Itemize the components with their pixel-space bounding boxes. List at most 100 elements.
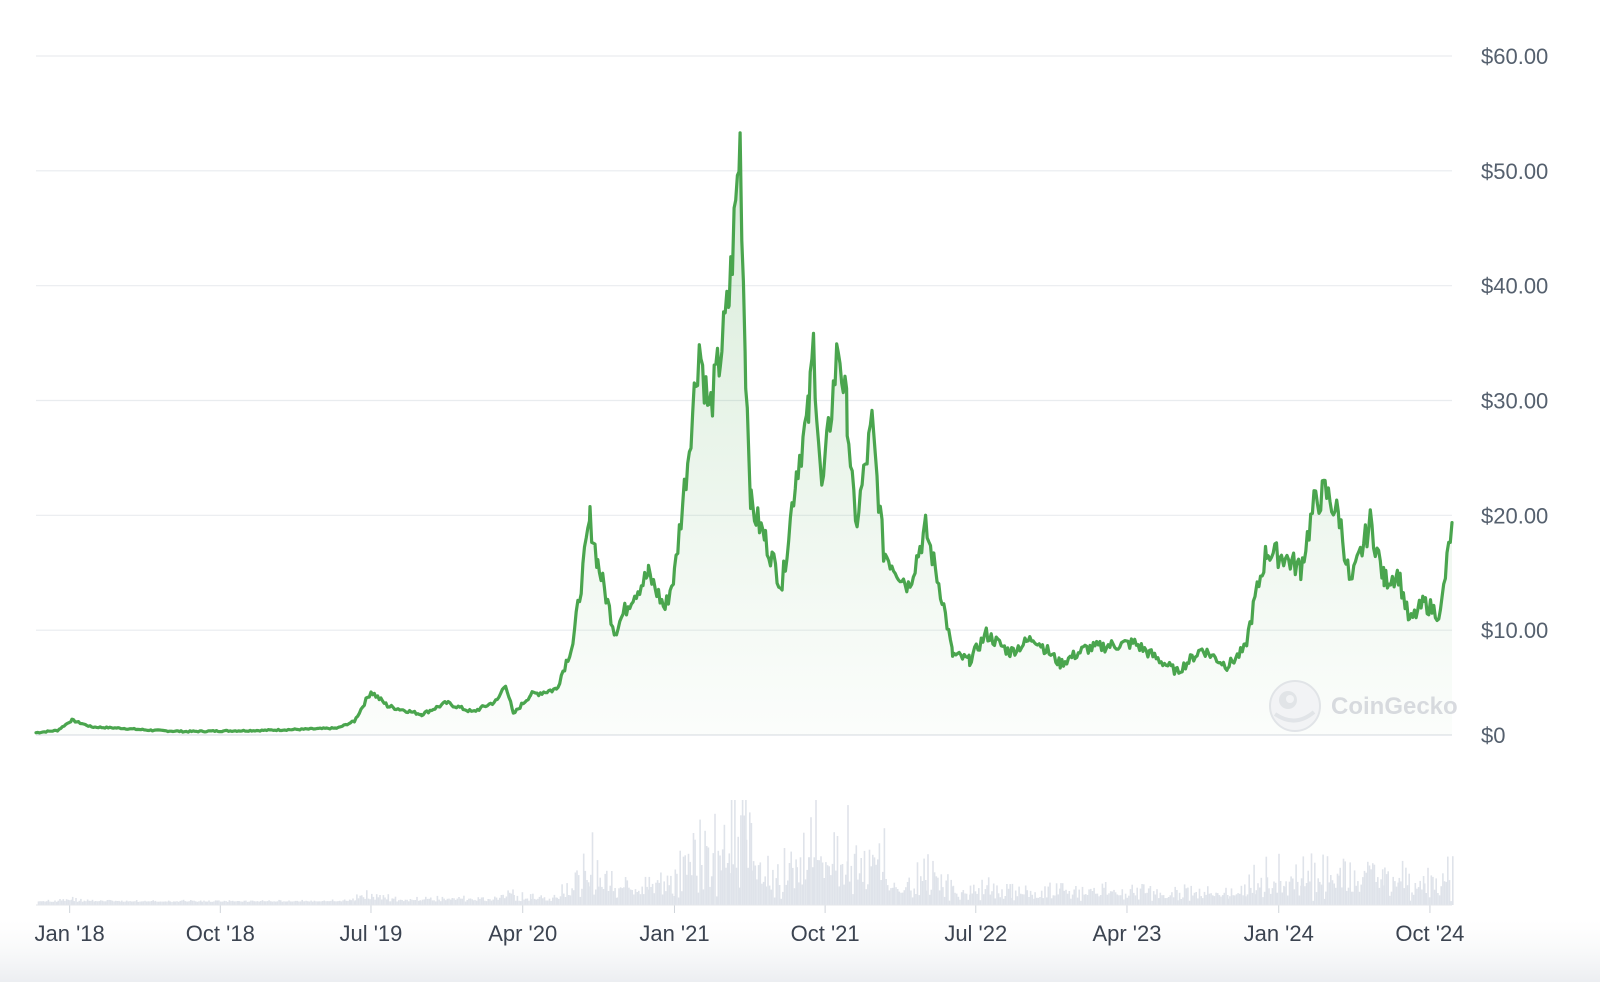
volume-bar xyxy=(699,819,701,905)
volume-bar xyxy=(986,885,988,905)
volume-bar xyxy=(660,872,662,905)
volume-bar xyxy=(616,897,619,905)
volume-bar xyxy=(830,875,832,905)
volume-bar xyxy=(1042,898,1045,905)
volume-bar xyxy=(957,896,960,905)
volume-bar xyxy=(1177,900,1179,905)
volume-bar xyxy=(382,895,385,905)
volume-bar xyxy=(468,898,470,905)
volume-bar xyxy=(289,901,292,905)
volume-bar xyxy=(266,901,269,905)
volume-bar xyxy=(584,870,587,905)
volume-bar xyxy=(1001,889,1003,905)
volume-bar xyxy=(1026,890,1029,905)
volume-bar xyxy=(553,894,556,905)
volume-bar xyxy=(1300,878,1303,905)
volume-bar xyxy=(70,899,73,905)
volume-bar xyxy=(847,805,849,905)
volume-bar xyxy=(1310,853,1313,905)
volume-bar xyxy=(1109,891,1112,905)
volume-bar xyxy=(407,901,410,905)
volume-bar xyxy=(1095,893,1097,905)
volume-bar xyxy=(243,900,246,905)
volume-bar xyxy=(1269,893,1272,905)
volume-bar xyxy=(1235,894,1238,905)
volume-bar xyxy=(1363,870,1366,905)
volume-bar xyxy=(1207,886,1209,905)
volume-bar xyxy=(918,895,920,905)
volume-bar xyxy=(348,899,351,905)
volume-bar xyxy=(938,890,941,905)
volume-bar xyxy=(320,901,322,905)
volume-bar xyxy=(1432,876,1434,905)
volume-bar xyxy=(306,901,309,905)
volume-bar xyxy=(1352,891,1354,905)
volume-bar xyxy=(95,901,97,905)
volume-bar xyxy=(982,894,985,905)
volume-bar xyxy=(241,901,244,905)
volume-bar xyxy=(1071,894,1074,905)
volume-bar xyxy=(1260,877,1263,905)
volume-bar xyxy=(1230,888,1233,905)
volume-bar xyxy=(582,853,585,905)
volume-bar xyxy=(497,899,499,905)
volume-bar xyxy=(745,839,748,905)
volume-bar xyxy=(947,874,949,905)
volume-bar xyxy=(850,865,853,905)
volume-bar xyxy=(1339,867,1341,905)
volume-bar xyxy=(204,901,207,905)
volume-bar xyxy=(721,849,724,905)
volume-bar xyxy=(342,900,344,905)
volume-bar xyxy=(833,832,835,905)
volume-bar xyxy=(893,882,896,905)
volume-bar xyxy=(425,896,427,905)
volume-bar xyxy=(717,850,720,905)
volume-bar xyxy=(1154,894,1157,905)
volume-bar xyxy=(962,890,965,905)
volume-bar xyxy=(291,901,294,905)
volume-bar xyxy=(1335,887,1337,905)
volume-bar xyxy=(572,890,575,905)
volume-bar xyxy=(621,888,624,905)
volume-bar xyxy=(629,889,632,905)
volume-bar xyxy=(1397,882,1399,905)
volume-bar xyxy=(480,897,483,905)
volume-bar xyxy=(1126,897,1128,905)
volume-bar xyxy=(482,897,484,905)
volume-bar xyxy=(729,873,731,905)
volume-bar xyxy=(877,859,879,905)
volume-bar xyxy=(1147,888,1150,905)
volume-bar xyxy=(1183,884,1186,905)
volume-bar xyxy=(199,900,202,905)
volume-bar xyxy=(510,893,513,905)
volume-bar xyxy=(908,877,910,905)
volume-bar xyxy=(1326,856,1329,905)
volume-bar xyxy=(1059,888,1061,905)
volume-bar xyxy=(1013,900,1015,905)
volume-bar xyxy=(720,870,722,905)
volume-bar xyxy=(770,889,773,905)
volume-bar xyxy=(401,900,403,905)
volume-bar xyxy=(1322,854,1324,905)
volume-bar xyxy=(1246,894,1249,905)
volume-bar xyxy=(723,824,726,905)
volume-bar xyxy=(203,900,205,905)
volume-bar xyxy=(1034,892,1036,905)
volume-bar xyxy=(57,900,60,905)
volume-bar xyxy=(1060,883,1062,905)
volume-bar xyxy=(676,873,678,905)
volume-bar xyxy=(969,885,972,905)
volume-bar xyxy=(1101,883,1104,905)
volume-bar xyxy=(1195,892,1197,905)
volume-bar xyxy=(867,884,869,905)
volume-bar xyxy=(406,899,408,905)
volume-bar xyxy=(935,876,938,905)
volume-bar xyxy=(311,901,314,905)
volume-bar xyxy=(398,900,400,905)
volume-bar xyxy=(533,898,536,905)
volume-bar xyxy=(1358,891,1361,905)
volume-bar xyxy=(59,899,61,905)
volume-bar xyxy=(1010,897,1012,905)
volume-bar xyxy=(459,898,462,905)
